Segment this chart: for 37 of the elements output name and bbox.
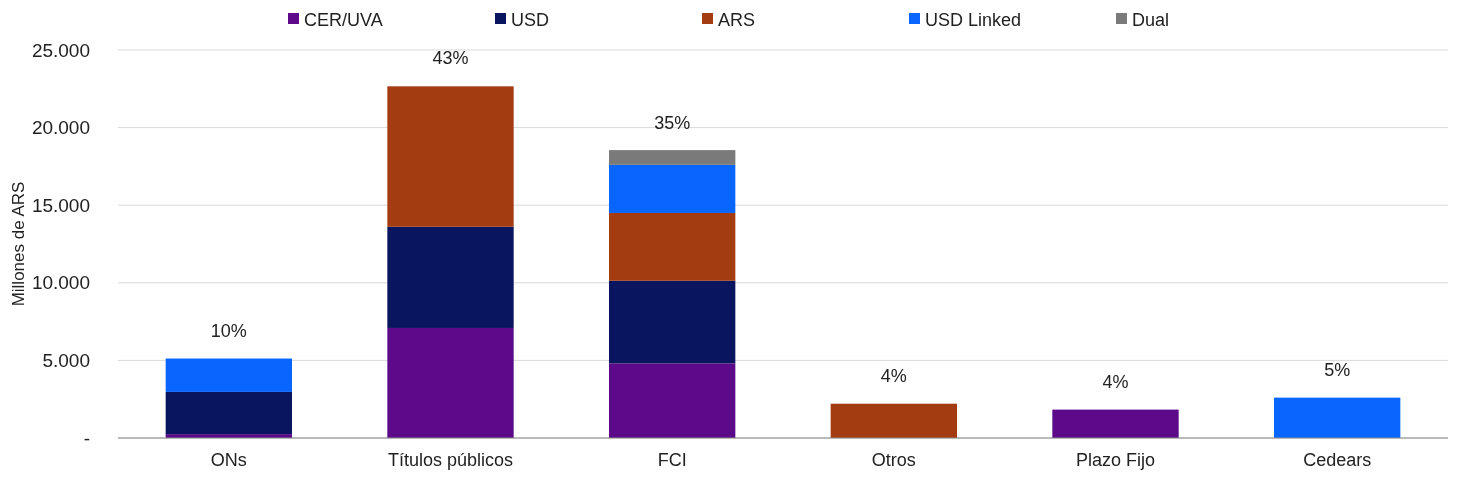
y-tick-label: - [83, 427, 90, 449]
x-tick-label: Títulos públicos [387, 450, 514, 470]
annotation: 10% [210, 320, 247, 341]
x-tick-label: Cedears [1303, 450, 1372, 470]
annotation: 43% [432, 48, 469, 69]
annotation: 35% [654, 113, 691, 134]
y-tick-label: 5.000 [42, 350, 90, 372]
bar [1273, 397, 1401, 438]
bar [165, 391, 293, 435]
y-tick-label: 15.000 [31, 194, 90, 216]
bar [387, 327, 514, 438]
x-tick-label: ONs [210, 450, 247, 470]
bar [608, 212, 736, 281]
bar [387, 86, 514, 227]
bar [387, 226, 514, 328]
legend-label: ARS [718, 10, 756, 31]
bar [1052, 409, 1179, 438]
bar [608, 150, 736, 165]
bar [830, 403, 958, 438]
bar [608, 363, 736, 438]
y-tick-label: 20.000 [31, 117, 90, 139]
bar [165, 358, 293, 392]
annotation: 4% [1102, 371, 1129, 392]
x-tick-label: Otros [871, 450, 916, 470]
legend-label: USD Linked [925, 10, 1022, 31]
y-tick-label: 25.000 [31, 39, 90, 61]
legend-label: CER/UVA [304, 10, 383, 31]
y-axis-title: Millones de ARS [9, 181, 28, 307]
annotation: 4% [880, 365, 907, 386]
x-tick-label: FCI [657, 450, 687, 470]
legend-label: Dual [1132, 10, 1170, 31]
x-tick-label: Plazo Fijo [1075, 450, 1156, 470]
annotation: 5% [1324, 359, 1351, 380]
bar [608, 280, 736, 364]
y-tick-label: 10.000 [31, 272, 90, 294]
legend-label: USD [511, 10, 550, 31]
bar [608, 164, 736, 213]
